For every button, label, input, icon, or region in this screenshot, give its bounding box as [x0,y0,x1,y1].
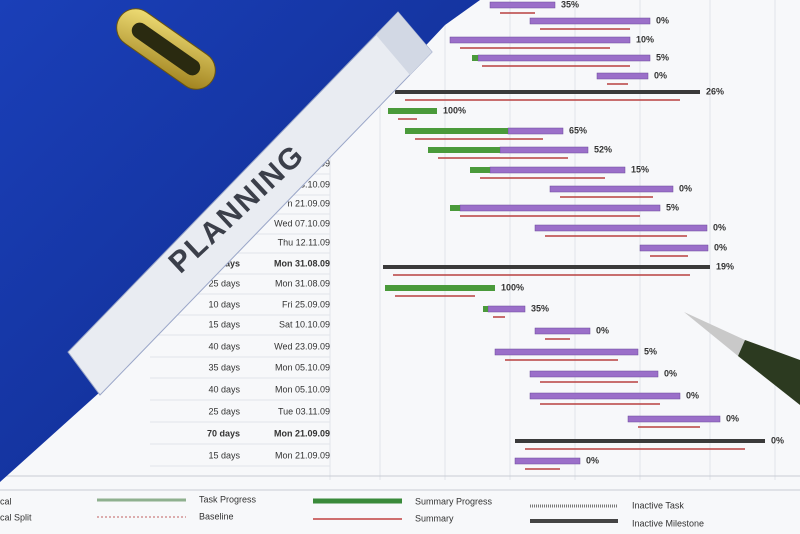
duration: days [219,258,240,268]
percent-label: 0% [656,15,669,25]
task-bar [499,146,589,154]
task-bar [514,457,581,465]
percent-label: 15% [631,164,649,174]
task-bar [627,415,721,423]
start-date: Fri 25.09.09 [282,299,330,309]
task-bar [489,166,626,174]
summary-bar [515,439,765,443]
start-date: n 21.09.09 [287,198,330,208]
percent-label: 0% [586,455,599,465]
task-bar [487,305,526,313]
percent-label: 5% [644,346,657,356]
start-date: 09 [320,158,330,168]
legend-label: Task Progress [199,494,257,504]
percent-label: 0% [686,390,699,400]
start-date: Mon 31.08.09 [275,278,330,288]
start-date: Mon 31.08.09 [274,258,330,268]
duration: 40 days [208,341,240,351]
task-bar [489,1,556,9]
percent-label: 0% [664,368,677,378]
task-bar [449,36,631,44]
legend-label: Inactive Task [632,500,684,510]
percent-label: 0% [596,325,609,335]
percent-label: 0% [713,222,726,232]
task-bar [534,224,708,232]
gantt-chart: 35%0%10%5%0%26%100%65%52%15%0%5%0%0%19%1… [383,0,784,470]
duration: 35 days [208,362,240,372]
progress-bar [450,205,460,211]
legend-label: Inactive Milestone [632,518,704,528]
progress-bar [428,147,500,153]
percent-label: 10% [636,34,654,44]
percent-label: 5% [656,52,669,62]
legend: cal cal Split Task Progress Baseline Sum… [0,494,704,528]
percent-label: 0% [771,435,784,445]
start-date: Mon 21.09.09 [274,428,330,438]
task-bar [549,185,674,193]
percent-label: 0% [714,242,727,252]
task-bar [494,348,639,356]
duration: 40 days [208,384,240,394]
duration: 15 days [208,450,240,460]
progress-bar [388,108,437,114]
percent-label: 52% [594,144,612,154]
progress-bar [385,285,495,291]
progress-bar [470,167,490,173]
duration: 70 days [207,428,240,438]
percent-label: 0% [654,70,667,80]
start-date: Thu 12.11.09 [278,237,330,247]
task-bar [459,204,661,212]
legend-label: cal Split [0,512,32,522]
task-bar [529,392,681,400]
task-bar [534,327,591,335]
start-date: Sat 10.10.09 [279,319,330,329]
percent-label: 0% [679,183,692,193]
pen [684,312,800,405]
percent-label: 19% [716,261,734,271]
task-bar [529,370,659,378]
start-date: Wed 07.10.09 [274,218,330,228]
percent-label: 26% [706,86,724,96]
duration: 25 days [208,278,240,288]
task-bar [639,244,709,252]
percent-label: 100% [443,105,466,115]
task-bar [477,54,651,62]
start-date: Mon 05.10.09 [275,384,330,394]
start-date: 3.10.09 [300,179,330,189]
summary-bar [383,265,710,269]
percent-label: 35% [531,303,549,313]
progress-bar [405,128,508,134]
task-bar [596,72,649,80]
percent-label: 5% [666,202,679,212]
percent-label: 35% [561,0,579,9]
percent-label: 0% [726,413,739,423]
start-date: Tue 03.11.09 [278,406,330,416]
legend-label: Summary [415,513,454,523]
progress-bar [483,306,488,312]
start-date: Mon 05.10.09 [275,362,330,372]
duration: 25 days [208,406,240,416]
duration: 15 days [208,319,240,329]
task-bar [507,127,564,135]
duration: 10 days [208,299,240,309]
start-date: Mon 21.09.09 [275,450,330,460]
start-date: Wed 23.09.09 [274,341,330,351]
legend-label: cal [0,496,12,506]
progress-bar [472,55,478,61]
percent-label: 100% [501,282,524,292]
percent-label: 65% [569,125,587,135]
legend-label: Baseline [199,511,234,521]
task-bar [529,17,651,25]
paper-grid [0,0,800,491]
summary-bar [395,90,700,94]
legend-label: Summary Progress [415,496,493,506]
